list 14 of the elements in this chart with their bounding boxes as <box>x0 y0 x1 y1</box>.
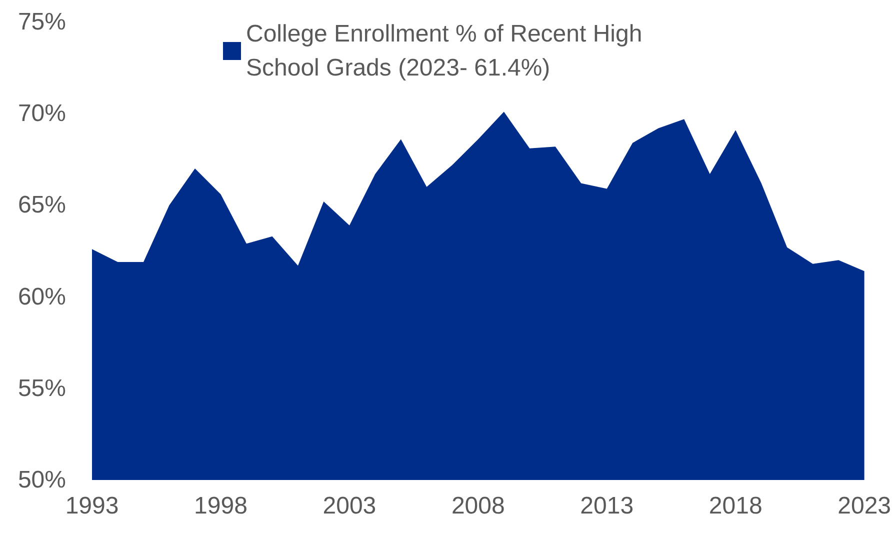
y-tick-label: 60% <box>18 283 66 310</box>
x-tick-label: 2013 <box>580 492 634 520</box>
x-tick-label: 1998 <box>194 492 248 520</box>
y-tick-label: 75% <box>18 8 66 36</box>
x-tick-label: 2023 <box>838 492 891 520</box>
y-tick-label: 55% <box>18 374 66 402</box>
x-tick-label: 2008 <box>451 492 505 520</box>
x-tick-label: 2018 <box>708 492 762 520</box>
y-tick-label: 70% <box>18 100 66 128</box>
x-tick-label: 1993 <box>65 492 119 520</box>
legend-label: College Enrollment % of Recent High School Grads (2023- 61.4%) <box>246 20 649 82</box>
y-tick-label: 65% <box>18 192 66 219</box>
y-tick-label: 50% <box>18 466 66 494</box>
x-tick-label: 2003 <box>322 492 376 520</box>
